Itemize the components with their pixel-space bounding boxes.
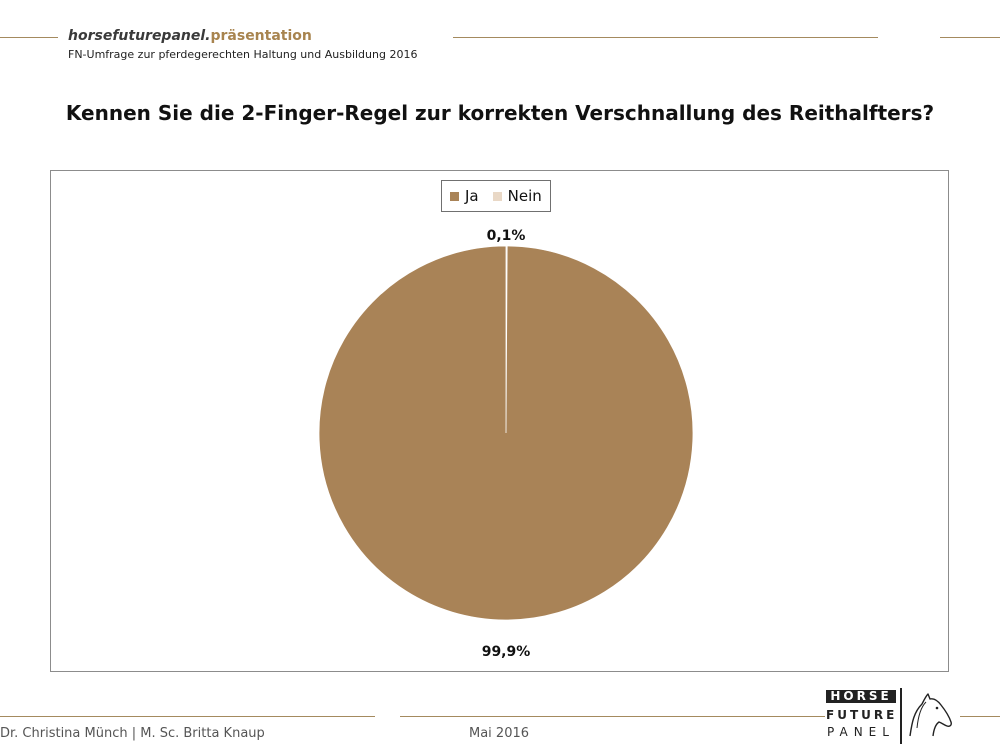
data-label-ja: 99,9% <box>482 644 531 660</box>
logo-line-horse: HORSE <box>826 690 896 703</box>
footer-rule-left <box>0 716 375 717</box>
data-label-nein: 0,1% <box>487 228 526 244</box>
horse-future-panel-logo: HORSE FUTURE PANEL <box>826 688 956 744</box>
page-title: Kennen Sie die 2-Finger-Regel zur korrek… <box>65 101 935 125</box>
chart-legend: Ja Nein <box>441 180 551 212</box>
footer-authors: Dr. Christina Münch | M. Sc. Britta Knau… <box>0 726 265 741</box>
footer-rule-middle <box>400 716 825 717</box>
brand-line: horsefuturepanel.präsentation <box>68 28 312 44</box>
logo-line-future: FUTURE <box>826 708 898 722</box>
footer-date: Mai 2016 <box>469 726 530 741</box>
horse-head-icon <box>909 693 952 737</box>
legend-swatch-nein <box>492 191 502 201</box>
legend-label-ja: Ja <box>465 187 479 205</box>
legend-item-ja: Ja <box>450 187 479 205</box>
pie-chart: 0,1% 99,9% <box>318 228 694 660</box>
logo-line-panel: PANEL <box>827 725 895 739</box>
chart-frame: Ja Nein 0,1% 99,9% <box>50 170 949 672</box>
pie-slice-ja <box>318 245 694 621</box>
survey-subtitle: FN-Umfrage zur pferdegerechten Haltung u… <box>68 48 418 61</box>
header-rule-left <box>0 37 58 38</box>
brand-accent: präsentation <box>210 28 312 44</box>
footer-rule-right <box>960 716 1000 717</box>
brand-main: horsefuturepanel. <box>68 28 211 44</box>
logo-divider <box>900 688 902 744</box>
header-rule-middle <box>453 37 878 38</box>
legend-item-nein: Nein <box>492 187 542 205</box>
legend-label-nein: Nein <box>507 187 542 205</box>
legend-swatch-ja <box>450 191 459 201</box>
header-rule-right <box>940 37 1000 38</box>
